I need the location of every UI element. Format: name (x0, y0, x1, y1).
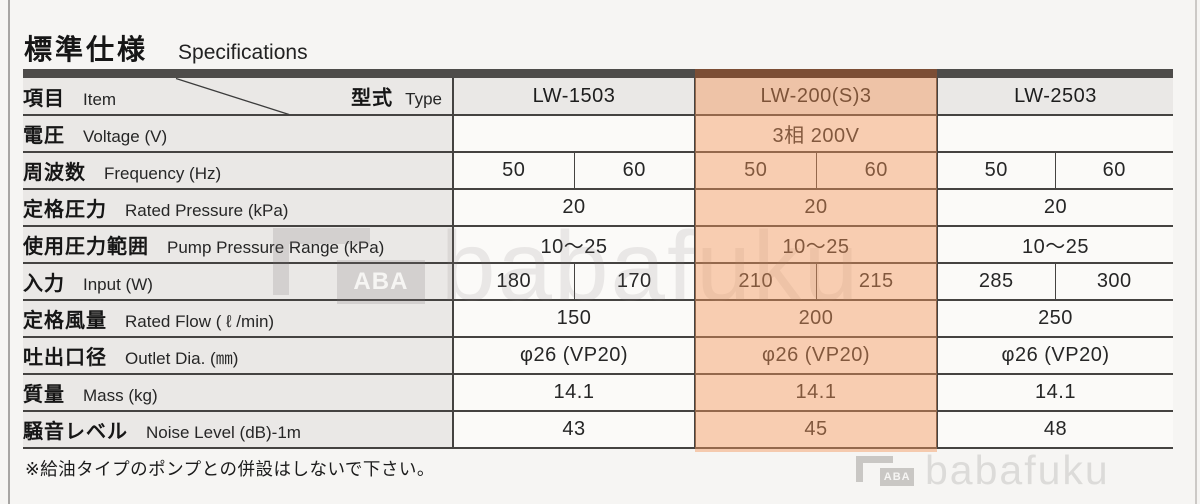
row-label-pressure-range: 使用圧力範囲 Pump Pressure Range (kPa) (23, 226, 453, 264)
row-label-jp: 騒音レベル (23, 421, 128, 443)
row-mass: 質量 Mass (kg) 14.1 14.1 14.1 (23, 374, 1173, 412)
cell-noise-level-0: 43 (452, 411, 695, 449)
table-header-bar (23, 69, 1173, 78)
cell-frequency-0: 50 (452, 152, 574, 190)
spec-table: 項目 Item 型式 Type LW-1503 LW-200(S)3 LW-2503 電… (23, 78, 1173, 449)
table-header-bar-highlight (695, 69, 937, 78)
cell-input-5: 300 (1054, 263, 1173, 301)
spec-table-wrap: 項目 Item 型式 Type LW-1503 LW-200(S)3 LW-2503 電… (23, 69, 1173, 452)
row-label-frequency: 周波数 Frequency (Hz) (23, 152, 453, 190)
model-header-lw-1503: LW-1503 (452, 78, 695, 116)
row-label-voltage: 電圧 Voltage (V) (23, 115, 453, 153)
cell-voltage-1: 3相 200V (694, 115, 937, 153)
cell-outlet-dia-2: φ26 (VP20) (936, 337, 1173, 375)
row-label-en: Outlet Dia. (㎜) (125, 349, 239, 368)
cell-rated-pressure-2: 20 (936, 189, 1173, 227)
cell-frequency-4: 50 (936, 152, 1055, 190)
row-label-en: Rated Flow ( ℓ /min) (125, 312, 275, 331)
row-label-jp: 電圧 (23, 125, 65, 147)
row-label-en: Pump Pressure Range (kPa) (167, 238, 385, 257)
row-label-mass: 質量 Mass (kg) (23, 374, 453, 412)
cell-input-3: 215 (815, 263, 937, 301)
cell-rated-pressure-0: 20 (452, 189, 695, 227)
row-label-en: Voltage (V) (83, 127, 168, 146)
diagonal-divider-line (175, 78, 290, 115)
title-japanese: 標準仕様 (24, 34, 149, 65)
model-header-lw-2503: LW-2503 (936, 78, 1173, 116)
row-rated-pressure: 定格圧力 Rated Pressure (kPa) 20 20 20 (23, 189, 1173, 227)
row-rated-flow: 定格風量 Rated Flow ( ℓ /min) 150 200 250 (23, 300, 1173, 338)
cell-outlet-dia-0: φ26 (VP20) (452, 337, 695, 375)
cell-rated-flow-0: 150 (452, 300, 695, 338)
footnote: ※給油タイプのポンプとの併設はしないで下さい。 (25, 459, 435, 479)
cell-noise-level-1: 45 (694, 411, 937, 449)
header-item-jp: 項目 (23, 87, 65, 110)
cell-rated-flow-1: 200 (694, 300, 937, 338)
header-type-jp: 型式 (351, 87, 394, 110)
model-header-lw-200-s-3: LW-200(S)3 (694, 78, 937, 116)
header-item-type-cell: 項目 Item 型式 Type (23, 78, 453, 116)
logo-frame (856, 455, 894, 482)
cell-rated-flow-2: 250 (936, 300, 1173, 338)
row-voltage: 電圧 Voltage (V) 3相 200V (23, 115, 1173, 153)
page-edge-right (1195, 0, 1197, 504)
cell-frequency-5: 60 (1054, 152, 1173, 190)
section-title: 標準仕様 Specifications (24, 28, 308, 68)
logo-aba-box: ABA (880, 468, 914, 486)
cell-frequency-1: 60 (573, 152, 695, 190)
header-type-group: 型式 Type (351, 82, 442, 111)
cell-input-4: 285 (936, 263, 1055, 301)
header-row: 項目 Item 型式 Type LW-1503 LW-200(S)3 LW-2503 (23, 78, 1173, 116)
cell-pressure-range-2: 10〜25 (936, 226, 1173, 264)
cell-rated-pressure-1: 20 (694, 189, 937, 227)
page-edge-left (8, 0, 10, 504)
row-label-en: Mass (kg) (83, 386, 158, 405)
row-label-jp: 定格圧力 (23, 199, 107, 221)
cell-mass-1: 14.1 (694, 374, 937, 412)
row-label-rated-flow: 定格風量 Rated Flow ( ℓ /min) (23, 300, 453, 338)
row-label-input: 入力 Input (W) (23, 263, 453, 301)
cell-input-0: 180 (452, 263, 574, 301)
babafuku-logo-icon: ABA (856, 455, 914, 486)
row-label-noise-level: 騒音レベル Noise Level (dB)-1m (23, 411, 453, 449)
watermark-bottom-right: ABA babafuku (856, 450, 1110, 491)
watermark-text: babafuku (925, 447, 1110, 493)
cell-frequency-2: 50 (694, 152, 816, 190)
row-label-jp: 入力 (23, 273, 65, 295)
cell-pressure-range-1: 10〜25 (694, 226, 937, 264)
cell-mass-2: 14.1 (936, 374, 1173, 412)
row-label-jp: 周波数 (23, 162, 86, 184)
row-label-en: Rated Pressure (kPa) (125, 201, 289, 220)
cell-outlet-dia-1: φ26 (VP20) (694, 337, 937, 375)
cell-input-2: 210 (694, 263, 816, 301)
row-noise-level: 騒音レベル Noise Level (dB)-1m 43 45 48 (23, 411, 1173, 449)
cell-voltage-0 (452, 115, 695, 153)
row-label-en: Noise Level (dB)-1m (146, 423, 301, 442)
row-pressure-range: 使用圧力範囲 Pump Pressure Range (kPa) 10〜25 10〜2… (23, 226, 1173, 264)
row-label-jp: 質量 (23, 384, 65, 406)
header-type-en: Type (405, 89, 442, 109)
row-outlet-dia: 吐出口径 Outlet Dia. (㎜) φ26 (VP20) φ26 (VP20) φ… (23, 337, 1173, 375)
row-label-jp: 吐出口径 (23, 347, 107, 369)
cell-noise-level-2: 48 (936, 411, 1173, 449)
cell-mass-0: 14.1 (452, 374, 695, 412)
row-input: 入力 Input (W) 180 170 210 215 285 300 (23, 263, 1173, 301)
row-label-jp: 定格風量 (23, 310, 107, 332)
row-label-outlet-dia: 吐出口径 Outlet Dia. (㎜) (23, 337, 453, 375)
row-frequency: 周波数 Frequency (Hz) 50 60 50 60 50 60 (23, 152, 1173, 190)
cell-pressure-range-0: 10〜25 (452, 226, 695, 264)
row-label-en: Frequency (Hz) (104, 164, 222, 183)
title-english: Specifications (178, 41, 308, 64)
cell-input-1: 170 (573, 263, 695, 301)
cell-voltage-2 (936, 115, 1173, 153)
cell-frequency-3: 60 (815, 152, 937, 190)
header-item-en: Item (83, 89, 117, 109)
row-label-en: Input (W) (83, 275, 153, 294)
row-label-rated-pressure: 定格圧力 Rated Pressure (kPa) (23, 189, 453, 227)
row-label-jp: 使用圧力範囲 (23, 236, 149, 258)
